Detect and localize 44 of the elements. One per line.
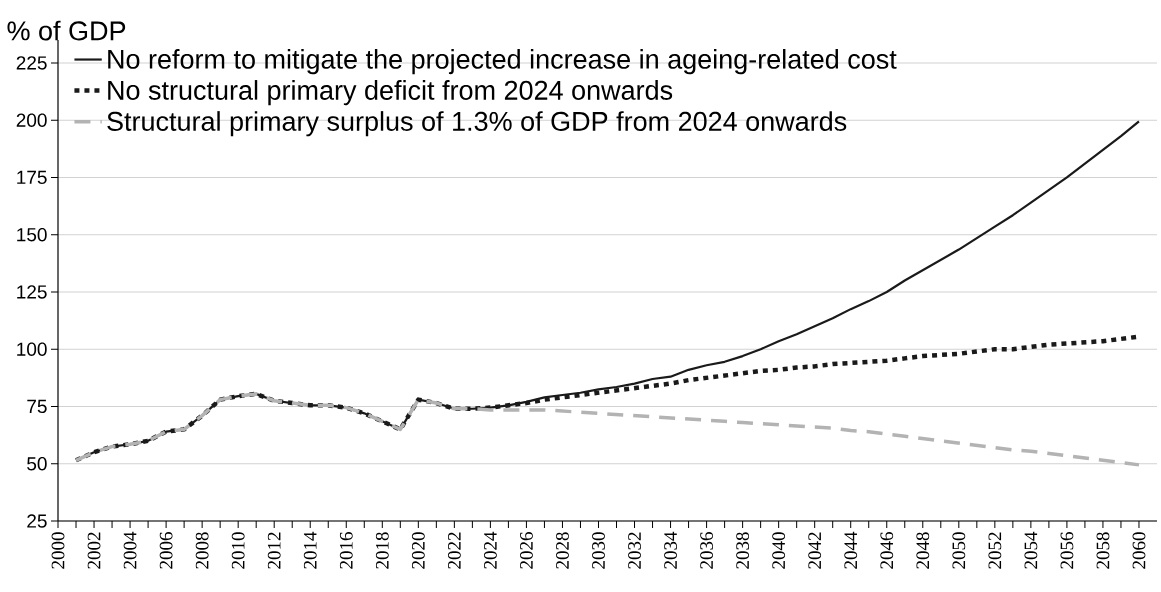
y-tick-label: 225 xyxy=(16,56,47,70)
x-tick-label: 2008 xyxy=(195,532,209,569)
x-tick-label: 2004 xyxy=(123,531,137,569)
x-tick-label: 2018 xyxy=(375,532,389,569)
x-tick-label: 2056 xyxy=(1060,532,1074,569)
y-tick-label: 150 xyxy=(17,227,47,242)
y-tick-label: 125 xyxy=(17,285,47,299)
x-tick-label: 2050 xyxy=(952,532,966,569)
x-tick-label: 2020 xyxy=(411,532,425,569)
y-axis-title: % of GDP xyxy=(7,20,126,41)
x-tick-label: 2026 xyxy=(520,532,533,569)
x-tick-label: 2058 xyxy=(1096,532,1110,569)
x-tick-label: 2044 xyxy=(844,531,858,569)
y-tick-label: 175 xyxy=(17,170,47,185)
x-tick-label: 2054 xyxy=(1024,531,1038,569)
y-tick-label: 100 xyxy=(17,342,47,356)
x-tick-label: 2006 xyxy=(159,532,173,569)
y-tick-label: 75 xyxy=(27,399,47,414)
legend-label: No reform to mitigate the projected increase in ageing-related cost xyxy=(108,49,897,75)
x-tick-label: 2060 xyxy=(1132,532,1146,569)
x-tick-label: 2036 xyxy=(700,532,713,569)
x-tick-label: 2052 xyxy=(988,532,1002,569)
x-tick-label: 2046 xyxy=(880,532,894,569)
x-tick-label: 2024 xyxy=(483,531,497,569)
x-tick-label: 2034 xyxy=(664,531,677,569)
x-tick-label: 2042 xyxy=(808,532,822,569)
x-tick-label: 2032 xyxy=(628,532,641,569)
x-tick-label: 2028 xyxy=(556,532,569,569)
x-tick-label: 2048 xyxy=(916,532,930,569)
legend-label: Structural primary surplus of 1.3% of GDP from 2024 onwards xyxy=(107,111,847,137)
y-tick-label: 200 xyxy=(16,113,47,127)
y-tick-label: 25 xyxy=(27,514,47,528)
y-tick-label: 50 xyxy=(27,457,47,471)
x-tick-label: 2040 xyxy=(772,532,786,569)
x-tick-label: 2016 xyxy=(339,532,353,569)
x-tick-label: 2002 xyxy=(87,532,101,569)
x-tick-label: 2000 xyxy=(51,532,65,569)
x-tick-label: 2022 xyxy=(447,532,461,569)
x-tick-label: 2012 xyxy=(267,532,281,569)
legend-label: No structural primary deficit from 2024 onwards xyxy=(108,80,673,106)
x-tick-label: 2010 xyxy=(231,532,245,569)
x-tick-label: 2030 xyxy=(592,532,605,569)
x-tick-label: 2014 xyxy=(303,531,317,569)
x-tick-label: 2038 xyxy=(736,532,750,569)
